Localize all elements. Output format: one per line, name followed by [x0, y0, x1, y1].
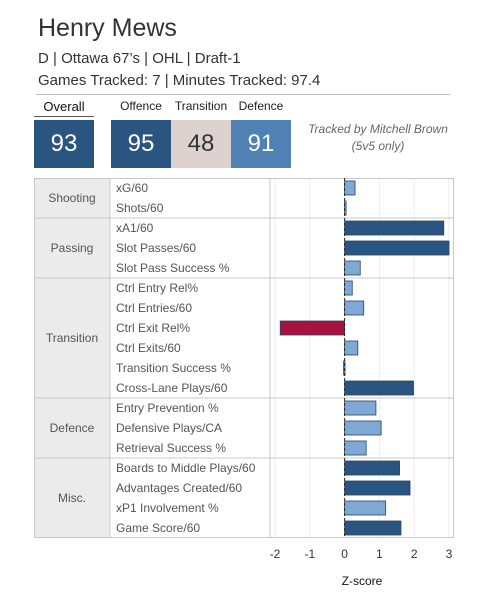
defence-score-tile: 91 — [231, 120, 291, 168]
bar — [344, 180, 356, 196]
metric-label: Advantages Created/60 — [116, 481, 242, 495]
group-label-cell — [34, 458, 110, 538]
metric-label: Cross-Lane Plays/60 — [116, 381, 228, 395]
metric-label: Slot Passes/60 — [116, 241, 196, 255]
metric-label: Transition Success % — [116, 361, 231, 375]
x-tick-label: -2 — [270, 547, 281, 561]
metric-label: xG/60 — [116, 181, 148, 195]
defence-label[interactable]: Defence — [238, 99, 284, 113]
metric-label: Boards to Middle Plays/60 — [116, 461, 256, 475]
metric-label: Retrieval Success % — [116, 441, 226, 455]
offence-score-tile: 95 — [111, 120, 171, 168]
metric-label: Slot Pass Success % — [116, 261, 230, 275]
header-divider — [36, 94, 450, 95]
bar — [344, 400, 377, 416]
group-label-cell — [34, 398, 110, 458]
bar — [344, 280, 353, 296]
metric-label: xA1/60 — [116, 221, 154, 235]
chart-frame — [34, 178, 454, 538]
overall-tab-underline — [34, 116, 94, 117]
x-axis-title: Z-score — [341, 574, 383, 588]
bar — [344, 380, 414, 396]
bar — [344, 460, 400, 476]
metric-label: Ctrl Exits/60 — [116, 341, 181, 355]
metric-label: Ctrl Entry Rel% — [116, 281, 198, 295]
metric-label: xP1 Involvement % — [116, 501, 219, 515]
bar — [344, 240, 450, 256]
offence-label[interactable]: Offence — [120, 99, 162, 113]
bar — [344, 340, 359, 356]
x-tick-label: -1 — [304, 547, 315, 561]
bar — [344, 440, 367, 456]
x-tick-label: 1 — [376, 547, 383, 561]
x-tick-label: 3 — [446, 547, 453, 561]
tracked-by-text: Tracked by Mitchell Brown — [308, 122, 448, 136]
bar — [344, 220, 445, 236]
bar — [344, 260, 361, 276]
group-label: Transition — [46, 331, 98, 345]
group-label: Passing — [51, 241, 94, 255]
group-label-cell — [34, 218, 110, 278]
group-label: Misc. — [58, 491, 86, 505]
group-label: Defence — [50, 421, 95, 435]
metric-label: Defensive Plays/CA — [116, 421, 222, 435]
bar — [344, 520, 402, 536]
bar — [279, 320, 345, 336]
overall-score-tile: 93 — [34, 120, 94, 168]
x-tick-label: 2 — [411, 547, 418, 561]
tracking-info: Games Tracked: 7 | Minutes Tracked: 97.4 — [38, 72, 321, 89]
group-label-cell — [34, 178, 110, 218]
player-name: Henry Mews — [38, 14, 177, 42]
x-tick-label: 0 — [341, 547, 348, 561]
tracked-by-note: Tracked by Mitchell Brown (5v5 only) — [300, 121, 456, 155]
bar — [344, 500, 387, 516]
bar — [344, 420, 382, 436]
player-info: D | Ottawa 67’s | OHL | Draft-1 — [38, 50, 241, 67]
overall-label[interactable]: Overall — [43, 99, 85, 114]
tracked-scope-text: (5v5 only) — [351, 139, 405, 153]
bar — [344, 300, 365, 316]
metric-label: Entry Prevention % — [116, 401, 219, 415]
metric-label: Ctrl Exit Rel% — [116, 321, 190, 335]
group-label: Shooting — [48, 191, 95, 205]
transition-score-tile: 48 — [171, 120, 231, 168]
transition-label[interactable]: Transition — [174, 99, 228, 113]
metric-label: Shots/60 — [116, 201, 164, 215]
metric-label: Game Score/60 — [116, 521, 200, 535]
bar — [344, 480, 411, 496]
group-label-cell — [34, 278, 110, 398]
metric-label: Ctrl Entries/60 — [116, 301, 192, 315]
